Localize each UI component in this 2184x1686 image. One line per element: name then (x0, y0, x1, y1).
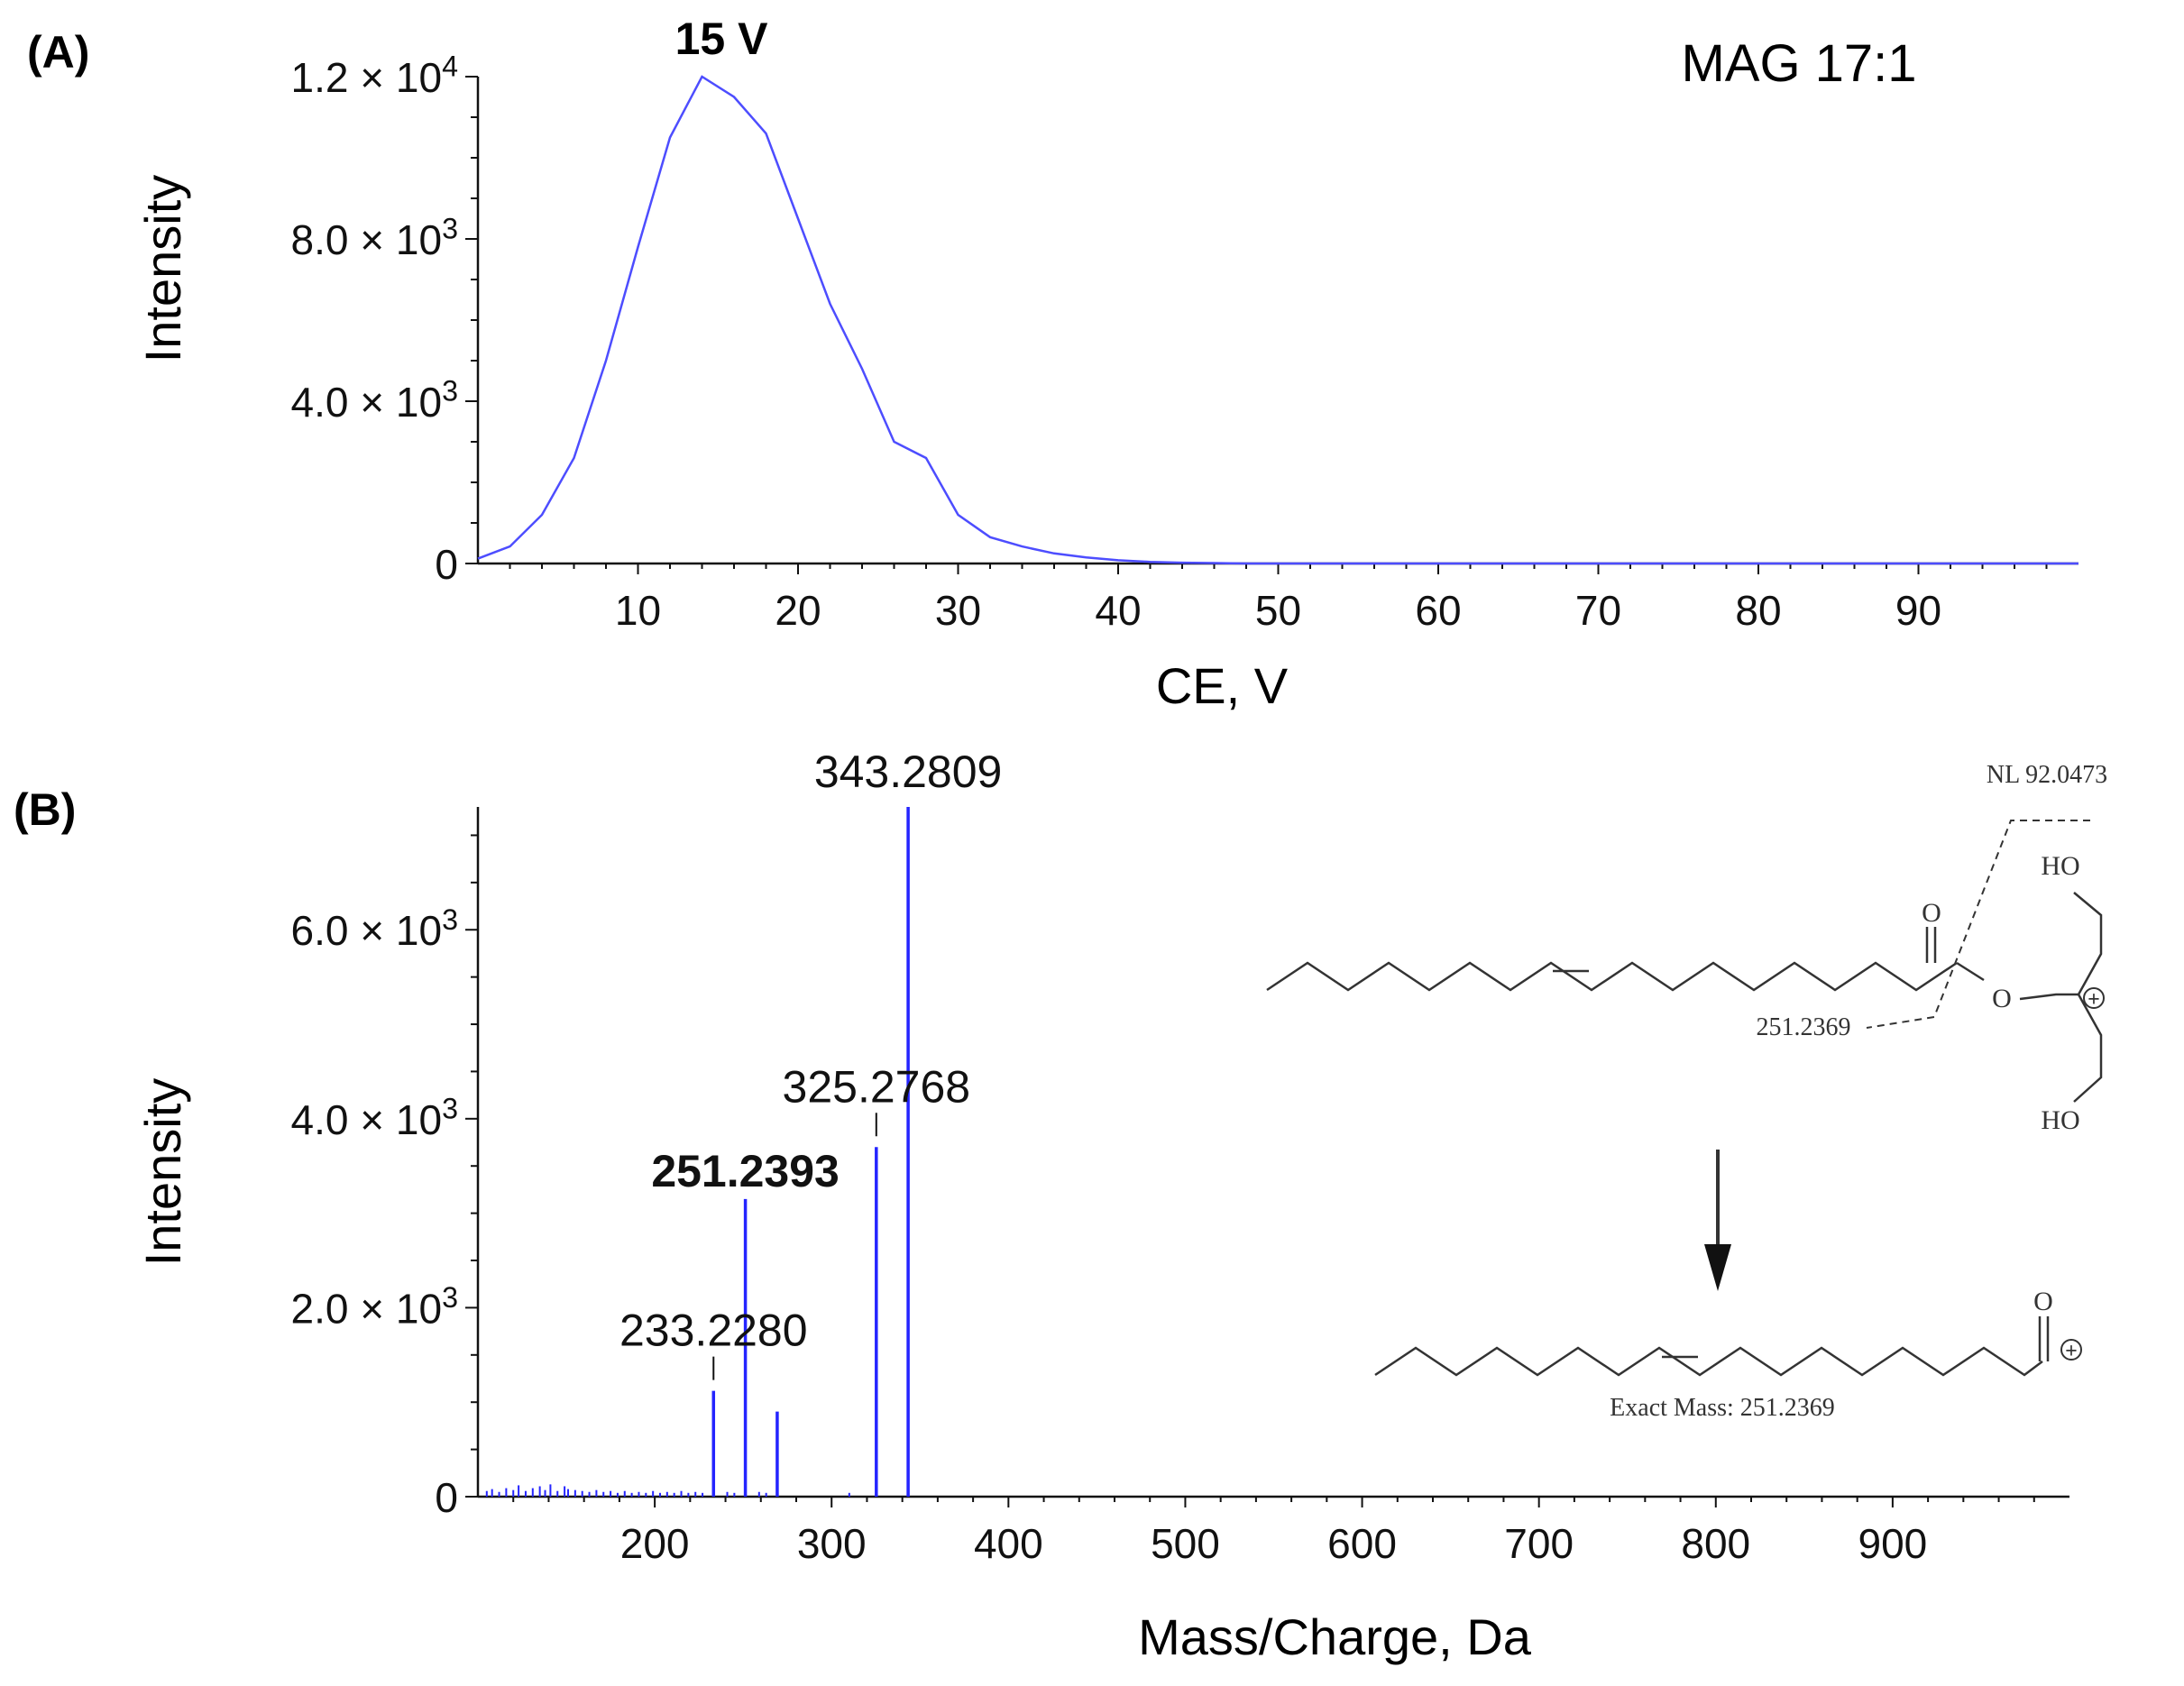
chart-a-x-tick-label: 50 (1255, 587, 1301, 634)
chart-b-y-tick-label: 2.0 × 103 (291, 1281, 458, 1332)
chart-a-x-tick-label: 10 (615, 587, 661, 634)
chart-a-y-tick-label: 4.0 × 103 (291, 375, 458, 426)
chart-a: MAG 17:1 15 V CE, V Intensity 0 4.0 × 103… (134, 14, 2078, 714)
chart-a-x-tick-label: 60 (1415, 587, 1461, 634)
hydroxyl-bottom: HO (2041, 1105, 2079, 1135)
chart-b-x-tick-label: 300 (797, 1520, 867, 1567)
chart-a-y-tick-label: 0 (435, 541, 458, 588)
panel-a-label: (A) (27, 27, 89, 78)
precursor-ester-oxygen: O (1992, 984, 2012, 1013)
chart-b-x-tick-label: 400 (974, 1520, 1043, 1567)
precursor-fatty-chain (1266, 961, 1958, 992)
chart-a-title: MAG 17:1 (1681, 34, 1916, 93)
neutral-loss-dashed-line (1866, 820, 2090, 1029)
precursor-glycerol (2019, 993, 2078, 1001)
chart-b-peak-label: 343.2809 (814, 747, 1003, 797)
fragmentation-structure (1266, 820, 2105, 1377)
precursor-glycerol-down (2073, 994, 2103, 1103)
chart-b-x-tick-label: 700 (1504, 1520, 1574, 1567)
fragment-charge: + (2065, 1340, 2078, 1363)
chart-b-y-tick-label: 4.0 × 103 (291, 1092, 458, 1142)
reaction-arrowhead (1704, 1244, 1731, 1291)
chart-a-x-tick-label: 40 (1095, 587, 1141, 634)
chart-b-xlabel: Mass/Charge, Da (1138, 1608, 1532, 1665)
chart-b-y-tick-label: 0 (435, 1474, 458, 1521)
chart-a-peak-label: 15 V (675, 14, 769, 64)
structure-labels: NL 92.0473 251.2369 Exact Mass: 251.2369… (1610, 761, 2107, 1422)
precursor-charge-circle (2083, 987, 2105, 1009)
chart-a-y-tick-label: 8.0 × 103 (291, 213, 458, 263)
chart-a-x-tick-label: 20 (775, 587, 821, 634)
precursor-glycerol-up (2073, 892, 2103, 995)
chart-b-x-tick-label: 600 (1327, 1520, 1397, 1567)
chart-b-peak-label: 325.2768 (783, 1061, 971, 1112)
chart-a-x-tick-label: 80 (1735, 587, 1781, 634)
fragment-charge-circle (2060, 1339, 2082, 1361)
precursor-carbonyl-oxygen: O (1922, 898, 1941, 928)
chart-a-x-tick-label: 90 (1895, 587, 1941, 634)
fragment-mass-label: 251.2369 (1757, 1013, 1851, 1041)
neutral-loss-label: NL 92.0473 (1987, 761, 2107, 789)
fragment-fatty-chain (1374, 1346, 2043, 1377)
chart-b: Mass/Charge, Da Intensity 0 2.0 × 103 4.0 … (134, 747, 2069, 1665)
panel-b-label: (B) (14, 784, 76, 835)
chart-b-peak-label: 233.2280 (619, 1306, 808, 1356)
chart-a-x-tick-label: 70 (1575, 587, 1621, 634)
chart-b-y-tick-label: 6.0 × 103 (291, 903, 458, 954)
chart-a-xlabel: CE, V (1156, 657, 1289, 714)
chart-b-x-tick-label: 500 (1151, 1520, 1220, 1567)
chart-a-ylabel: Intensity (134, 175, 191, 363)
chart-a-x-tick-label: 30 (935, 587, 981, 634)
chart-b-x-tick-label: 900 (1858, 1520, 1928, 1567)
chart-a-y-tick-label: 1.2 × 104 (291, 50, 458, 101)
chart-b-ylabel: Intensity (134, 1078, 191, 1267)
chart-b-x-tick-label: 200 (620, 1520, 690, 1567)
exact-mass-label: Exact Mass: 251.2369 (1610, 1394, 1835, 1422)
chart-b-x-tick-label: 800 (1681, 1520, 1750, 1567)
precursor-charge: + (2088, 988, 2100, 1012)
precursor-ester-linkage (1956, 961, 1985, 982)
chart-a-series-line (477, 75, 2078, 565)
hydroxyl-top: HO (2041, 851, 2079, 881)
chart-b-peak-label: 251.2393 (651, 1146, 840, 1196)
fragment-carbonyl-oxygen: O (2033, 1287, 2053, 1316)
